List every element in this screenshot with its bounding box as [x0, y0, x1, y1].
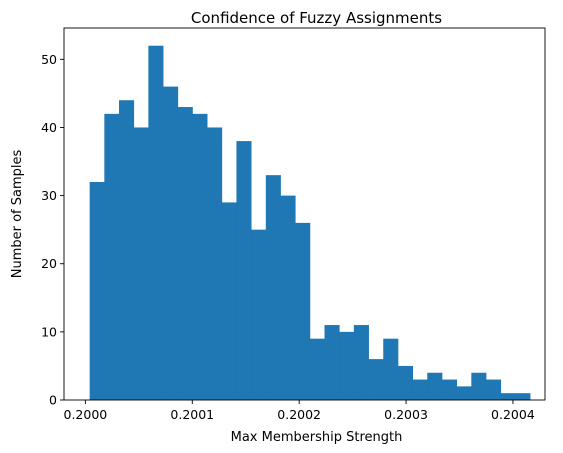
histogram-bar	[192, 113, 208, 400]
histogram-bar	[177, 107, 193, 401]
y-tick-label: 30	[41, 188, 57, 203]
histogram-bar	[441, 379, 458, 400]
histogram-bar	[251, 229, 267, 400]
histogram-bar	[221, 202, 237, 400]
histogram-bar	[368, 359, 384, 400]
x-tick-label: 0.2000	[64, 407, 108, 422]
y-axis-label: Number of Samples	[10, 150, 25, 279]
histogram-bar	[353, 325, 369, 400]
histogram-bars	[89, 45, 531, 401]
histogram-bar	[397, 365, 414, 400]
x-tick-label: 0.2004	[491, 407, 535, 422]
histogram-bar	[163, 86, 179, 400]
histogram-bar	[309, 338, 325, 400]
histogram-bar	[207, 127, 223, 400]
y-tick-label: 50	[41, 52, 57, 67]
y-tick-label: 0	[49, 393, 57, 408]
x-axis-label: Max Membership Strength	[231, 430, 403, 445]
histogram-bar	[236, 141, 252, 400]
histogram-bar	[485, 379, 502, 400]
histogram-bar	[339, 331, 355, 400]
histogram-bar	[324, 325, 340, 400]
y-tick-label: 40	[41, 120, 57, 135]
histogram-bar	[280, 195, 296, 400]
histogram-bar	[295, 222, 311, 400]
x-tick-label: 0.2001	[170, 407, 214, 422]
y-axis: 0 10 20 30 40 50	[41, 52, 64, 408]
histogram-bar	[500, 393, 516, 400]
histogram-bar	[119, 100, 135, 400]
histogram-bar	[456, 386, 472, 400]
y-tick-label: 20	[41, 256, 57, 271]
x-tick-label: 0.2003	[384, 407, 428, 422]
histogram-bar	[89, 181, 105, 400]
histogram-bar	[265, 175, 281, 400]
histogram-bar	[427, 372, 443, 400]
plot-frame	[63, 27, 546, 401]
chart-title: Confidence of Fuzzy Assignments	[191, 9, 442, 27]
histogram-bar	[515, 393, 531, 400]
y-tick-label: 10	[41, 324, 57, 339]
histogram-bar	[471, 372, 487, 400]
histogram-bar	[148, 45, 164, 400]
x-axis: 0.2000 0.2001 0.2002 0.2003 0.2004	[64, 400, 535, 422]
histogram-bar	[412, 379, 428, 400]
x-tick-label: 0.2002	[277, 407, 321, 422]
histogram-bar	[383, 338, 399, 400]
histogram-bar	[104, 113, 120, 400]
histogram-bar	[133, 127, 149, 400]
